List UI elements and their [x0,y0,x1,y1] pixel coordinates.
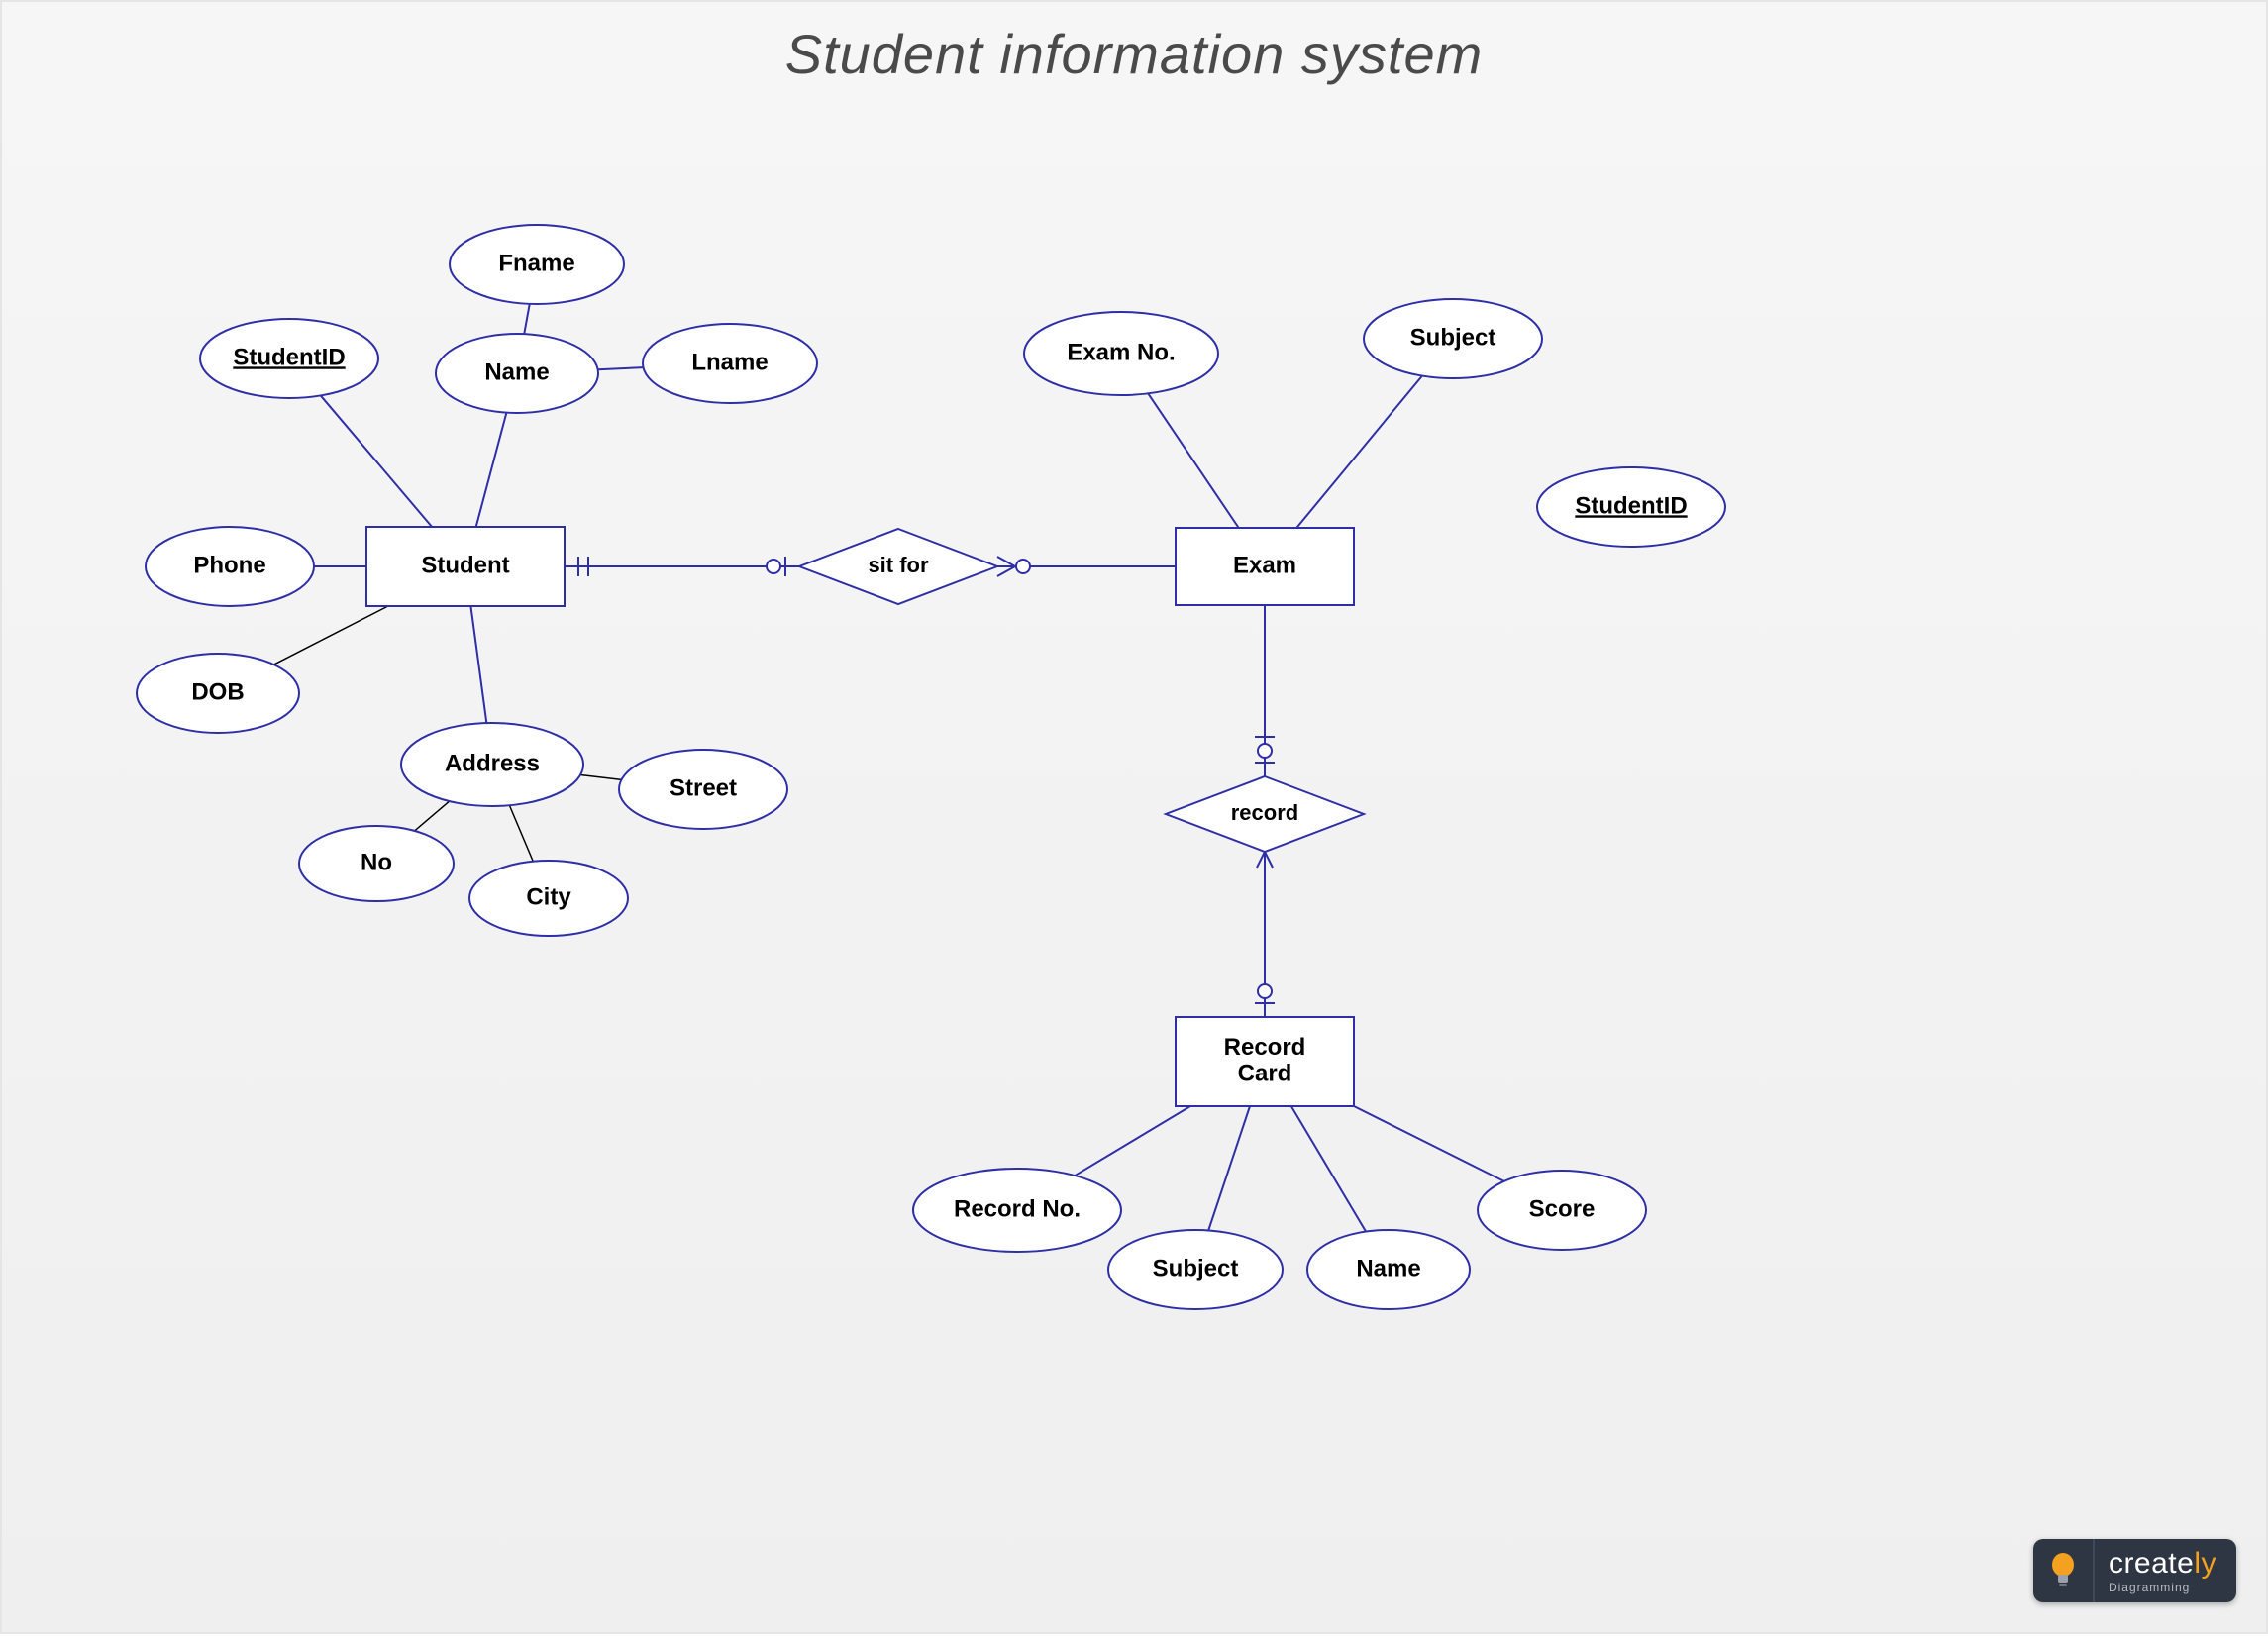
logo-brand-2: ly [2194,1547,2216,1580]
svg-text:Exam No.: Exam No. [1067,339,1175,365]
svg-text:Subject: Subject [1153,1255,1239,1281]
svg-text:No: No [361,849,392,875]
svg-text:Phone: Phone [193,552,265,578]
svg-text:Record: Record [1224,1034,1306,1061]
svg-text:Score: Score [1529,1195,1596,1222]
svg-text:Exam: Exam [1233,552,1296,578]
logo-subtitle: Diagramming [2109,1581,2216,1594]
svg-text:City: City [526,883,571,910]
svg-text:Street: Street [670,774,737,801]
nodes-layer: Student Exam RecordCard sit for record Studen… [137,225,1725,1309]
svg-text:Subject: Subject [1410,324,1496,351]
svg-text:Record No.: Record No. [954,1195,1081,1222]
creately-logo: creately Diagramming [2033,1539,2236,1602]
svg-text:Lname: Lname [691,349,768,375]
svg-text:record: record [1231,800,1298,825]
logo-brand-1: create [2109,1547,2194,1580]
svg-text:Fname: Fname [498,250,574,276]
svg-text:Name: Name [484,358,549,385]
svg-text:Card: Card [1238,1061,1292,1087]
svg-text:StudentID: StudentID [1575,492,1687,519]
svg-text:Student: Student [421,552,509,578]
svg-text:sit for: sit for [868,553,929,577]
er-diagram-svg: StudentExamRecordCardsit forrecordStuden… [2,2,2268,1636]
diagram-canvas: Student information system StudentExamRe… [0,0,2268,1634]
svg-text:Address: Address [445,750,540,776]
svg-text:StudentID: StudentID [233,344,345,370]
logo-brand: creately [2109,1547,2216,1581]
logo-text: creately Diagramming [2093,1539,2236,1602]
svg-text:Name: Name [1356,1255,1420,1281]
svg-text:DOB: DOB [191,678,244,705]
lightbulb-icon [2033,1539,2093,1602]
